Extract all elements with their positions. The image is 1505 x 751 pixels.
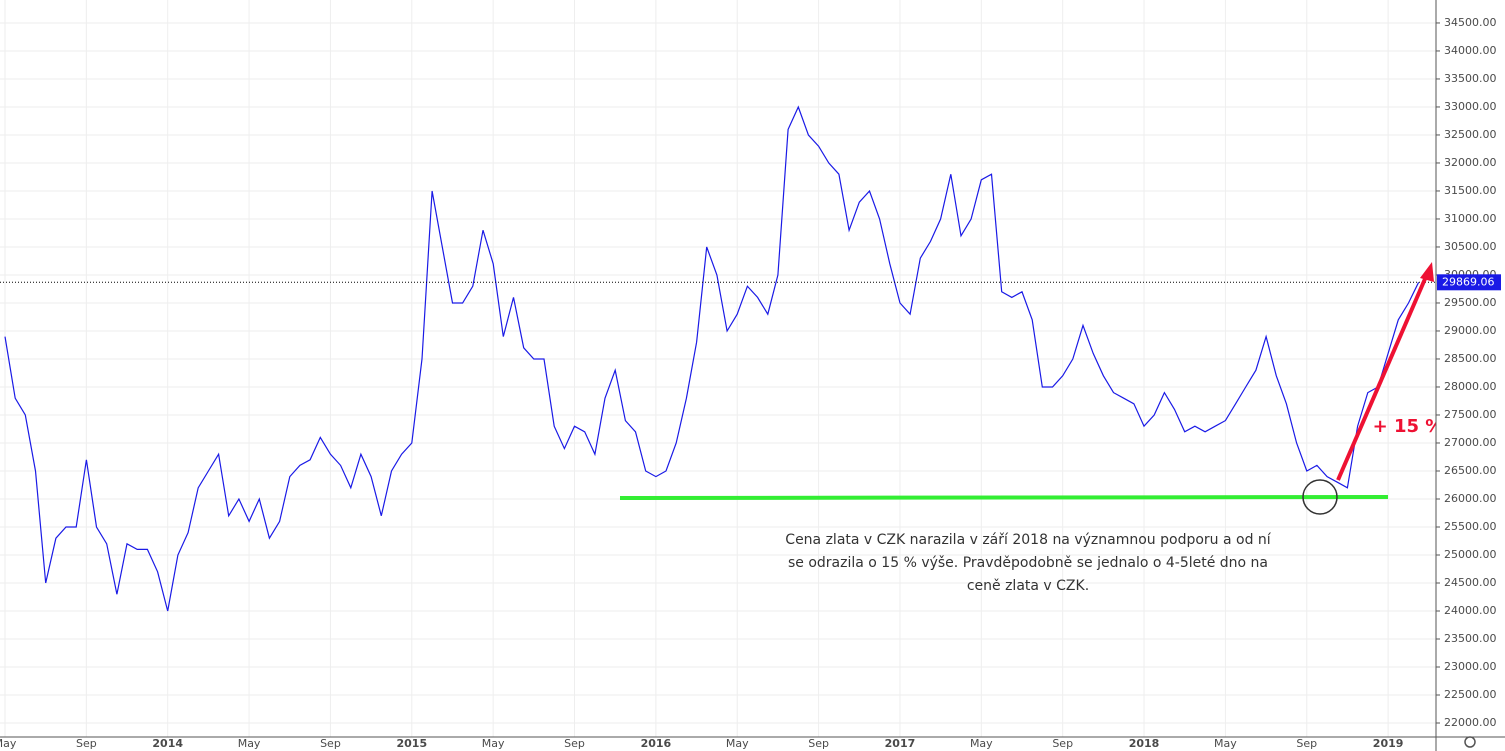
arrow-head — [1420, 262, 1434, 282]
y-tick-label: 33000.00 — [1444, 100, 1497, 113]
x-tick-label: Sep — [1296, 737, 1317, 750]
y-tick-label: 34000.00 — [1444, 44, 1497, 57]
y-tick-label: 22500.00 — [1444, 688, 1497, 701]
support-line — [619, 495, 1389, 500]
x-tick-label: May — [1214, 737, 1237, 750]
plot — [0, 105, 1436, 612]
x-tick-label: Sep — [76, 737, 97, 750]
bottom-circle — [1302, 479, 1338, 515]
y-tick-label: 29000.00 — [1444, 324, 1497, 337]
x-tick-label: 2014 — [152, 737, 183, 750]
y-tick-label: 27500.00 — [1444, 408, 1497, 421]
y-tick-label: 27000.00 — [1444, 436, 1497, 449]
y-tick-label: 31000.00 — [1444, 212, 1497, 225]
x-tick-label: May — [482, 737, 505, 750]
price-line — [4, 105, 1420, 612]
y-tick-label: 34500.00 — [1444, 16, 1497, 29]
settings-icon[interactable] — [1464, 736, 1476, 748]
x-axis-panel — [0, 737, 1436, 751]
y-tick-label: 32500.00 — [1444, 128, 1497, 141]
x-tick-label: May — [726, 737, 749, 750]
x-tick-label: Sep — [564, 737, 585, 750]
y-tick-label: 28000.00 — [1444, 380, 1497, 393]
y-tick-label: 31500.00 — [1444, 184, 1497, 197]
y-tick-label: 29500.00 — [1444, 296, 1497, 309]
y-tick-label: 25000.00 — [1444, 548, 1497, 561]
x-tick-label: 2016 — [641, 737, 672, 750]
x-tick-label: May — [970, 737, 993, 750]
y-axis-panel — [1436, 0, 1505, 751]
y-tick-label: 33500.00 — [1444, 72, 1497, 85]
note-line: ceně zlata v CZK. — [967, 578, 1089, 594]
y-tick-label: 30500.00 — [1444, 240, 1497, 253]
x-tick-label: Sep — [808, 737, 829, 750]
grid — [0, 0, 1436, 737]
y-tick-label: 28500.00 — [1444, 352, 1497, 365]
x-tick-label: Sep — [1052, 737, 1073, 750]
x-tick-label: 2017 — [885, 737, 916, 750]
x-tick-label: 2018 — [1129, 737, 1160, 750]
x-tick-label: 2015 — [396, 737, 427, 750]
x-tick-label: May — [238, 737, 261, 750]
x-tick-label: 2019 — [1373, 737, 1404, 750]
x-tick-label: Sep — [320, 737, 341, 750]
note-line: se odrazila o 15 % výše. Pravděpodobně s… — [788, 555, 1268, 571]
y-tick-label: 26000.00 — [1444, 492, 1497, 505]
x-tick-label: May — [0, 737, 17, 750]
y-tick-label: 23500.00 — [1444, 632, 1497, 645]
y-tick-label: 25500.00 — [1444, 520, 1497, 533]
axes: 22000.00 22500.00 23000.00 23500.00 24000.00… — [0, 16, 1501, 750]
y-tick-label: 22000.00 — [1444, 716, 1497, 729]
y-tick-label: 26500.00 — [1444, 464, 1497, 477]
y-tick-label: 24500.00 — [1444, 576, 1497, 589]
y-tick-label: 32000.00 — [1444, 156, 1497, 169]
y-tick-label: 24000.00 — [1444, 604, 1497, 617]
last-price-box — [1437, 274, 1501, 291]
gain-label: + 15 % — [1373, 416, 1444, 437]
note-line: Cena zlata v CZK narazila v září 2018 na… — [785, 532, 1271, 548]
last-price-label: 29869.06 — [1442, 275, 1495, 288]
gain-arrow — [1336, 271, 1430, 481]
y-tick-label: 23000.00 — [1444, 660, 1497, 673]
